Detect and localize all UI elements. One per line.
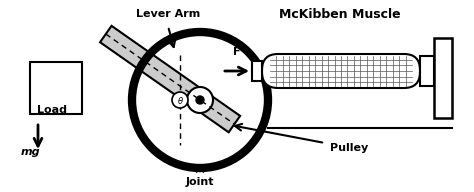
Text: F: F — [233, 47, 241, 57]
Text: Lever Arm: Lever Arm — [136, 9, 200, 19]
FancyBboxPatch shape — [262, 54, 420, 88]
Bar — [252, 61, 262, 81]
Text: mg: mg — [20, 147, 40, 157]
Bar — [434, 38, 452, 118]
Text: Joint: Joint — [186, 177, 214, 187]
Polygon shape — [100, 26, 240, 132]
Circle shape — [187, 87, 213, 113]
Circle shape — [196, 96, 204, 104]
Bar — [420, 56, 434, 86]
Bar — [30, 62, 82, 114]
Circle shape — [172, 92, 188, 108]
Text: $\theta$: $\theta$ — [176, 94, 183, 105]
Text: Load: Load — [37, 105, 67, 115]
Text: McKibben Muscle: McKibben Muscle — [279, 7, 401, 21]
Text: Pulley: Pulley — [330, 143, 368, 153]
